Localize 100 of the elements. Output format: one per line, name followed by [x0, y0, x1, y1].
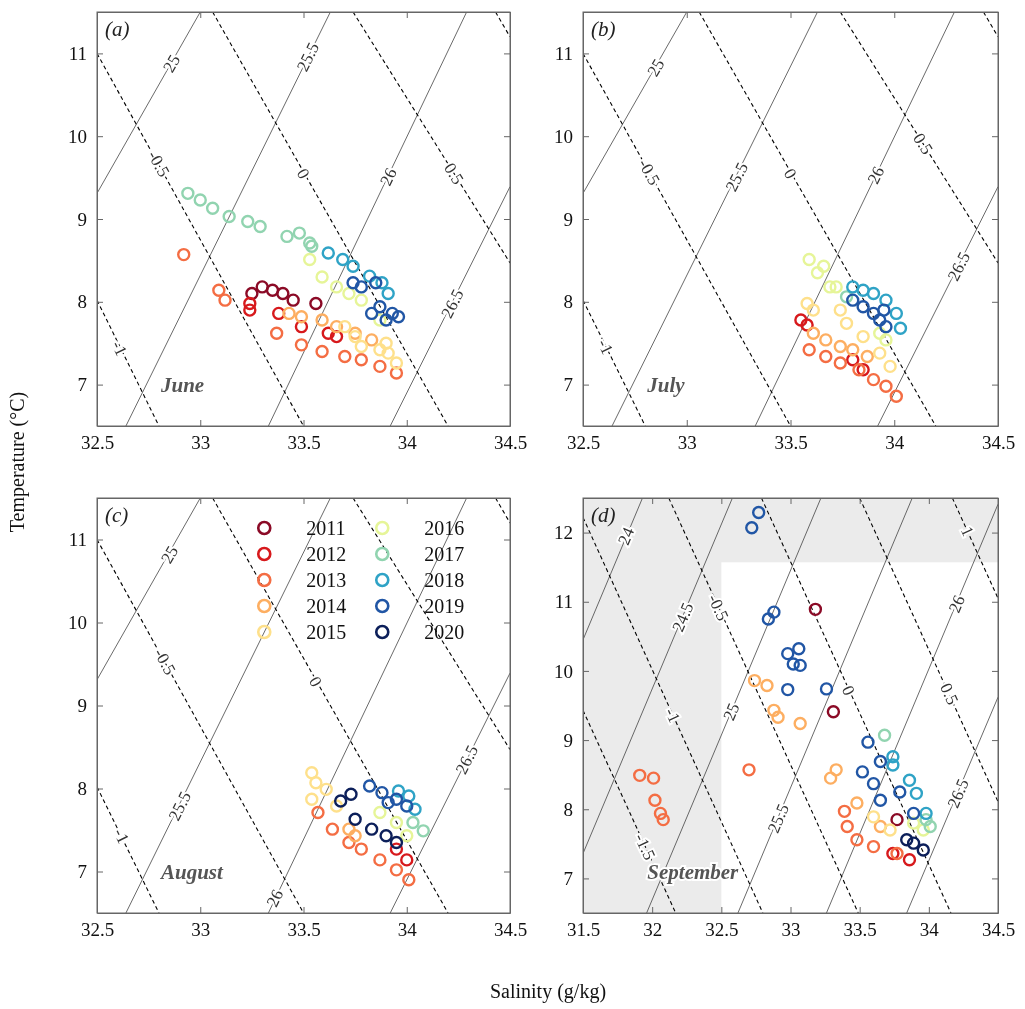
point	[381, 346, 395, 360]
point	[794, 313, 808, 327]
point	[837, 804, 852, 819]
point	[303, 252, 317, 267]
point	[856, 329, 870, 344]
point	[402, 789, 416, 803]
annotation: 25.5	[763, 801, 793, 836]
point	[829, 280, 843, 294]
point	[364, 306, 379, 321]
point	[344, 787, 358, 802]
x-tick-label: 32.5	[566, 432, 601, 454]
point	[364, 333, 379, 347]
annotation: 25	[159, 51, 185, 76]
x-tick-label: 34.5	[493, 432, 528, 454]
point	[819, 333, 833, 347]
point	[329, 329, 344, 344]
y-tick-label: 7	[77, 861, 87, 883]
y-tick-label: 8	[563, 798, 573, 820]
annotation: -1.5	[630, 830, 660, 863]
x-tick-label: 34.5	[981, 919, 1016, 941]
point	[633, 768, 647, 783]
point	[833, 339, 847, 354]
point	[373, 343, 387, 357]
annotation: 25.5	[292, 39, 324, 75]
point	[839, 290, 854, 304]
point	[181, 186, 195, 201]
annotation: 25.5	[164, 788, 196, 824]
point	[745, 521, 759, 535]
point	[269, 326, 284, 340]
point	[846, 280, 860, 294]
annotation: 25	[157, 542, 183, 567]
x-tick-label: 34.5	[493, 919, 528, 941]
point	[400, 799, 414, 813]
annotation: 26	[863, 163, 889, 188]
y-tick-label: 7	[563, 868, 573, 889]
point	[919, 812, 933, 827]
point	[877, 303, 891, 317]
x-tick-label: 33	[781, 919, 801, 941]
point	[886, 758, 900, 772]
x-tick-label: 34	[919, 919, 940, 941]
y-tick-label: 11	[68, 42, 87, 64]
point	[879, 333, 893, 347]
point	[653, 806, 668, 821]
point	[860, 349, 874, 364]
point	[879, 379, 893, 393]
annotation: (b)	[591, 17, 616, 41]
point	[751, 505, 766, 520]
point	[389, 863, 404, 877]
x-tick-label: 32.5	[705, 919, 739, 941]
point	[866, 839, 881, 854]
point	[742, 763, 756, 777]
point	[866, 306, 881, 321]
point	[315, 344, 329, 359]
y-tick-label: 9	[77, 695, 87, 717]
point	[389, 835, 404, 850]
y-tick-label: 7	[77, 374, 87, 396]
point	[923, 819, 937, 834]
y-tick-label: 7	[563, 374, 573, 396]
point	[906, 816, 921, 830]
point	[810, 266, 825, 280]
point	[193, 193, 207, 207]
x-tick-label: 33	[677, 432, 697, 454]
point	[354, 353, 369, 367]
point	[866, 286, 881, 301]
x-tick-label: 34	[885, 432, 905, 454]
annotation: -0.5	[143, 147, 174, 181]
point	[348, 326, 362, 340]
x-tick-label: 34	[397, 432, 418, 454]
point	[379, 829, 393, 843]
annotation: 0	[779, 165, 801, 183]
x-tick-label: 33	[191, 919, 211, 941]
point	[889, 389, 904, 403]
point	[906, 836, 921, 850]
y-tick-label: 12	[554, 522, 573, 544]
point	[873, 793, 888, 807]
point	[792, 642, 806, 656]
legend-label: 2019	[424, 595, 465, 617]
point	[781, 682, 795, 697]
point	[255, 280, 269, 294]
y-tick-label: 11	[68, 529, 87, 551]
x-tick-label: 33.5	[287, 919, 321, 941]
point	[381, 795, 395, 810]
legend-label: 2016	[424, 517, 465, 539]
annotation: August	[159, 860, 225, 884]
x-tick-label: 32	[643, 919, 663, 941]
legend-label: 2018	[424, 569, 465, 591]
annotation: 0.5	[909, 129, 937, 158]
y-tick-label: 11	[554, 591, 573, 613]
point	[338, 319, 352, 334]
annotation: July	[646, 373, 686, 397]
point	[866, 372, 881, 387]
point	[906, 806, 921, 821]
point	[389, 792, 404, 806]
point	[402, 873, 416, 887]
y-tick-label: 11	[554, 42, 573, 64]
x-tick-label: 31.5	[566, 919, 601, 941]
point	[342, 835, 356, 850]
point	[294, 338, 309, 352]
point	[385, 306, 399, 321]
point	[321, 326, 335, 340]
